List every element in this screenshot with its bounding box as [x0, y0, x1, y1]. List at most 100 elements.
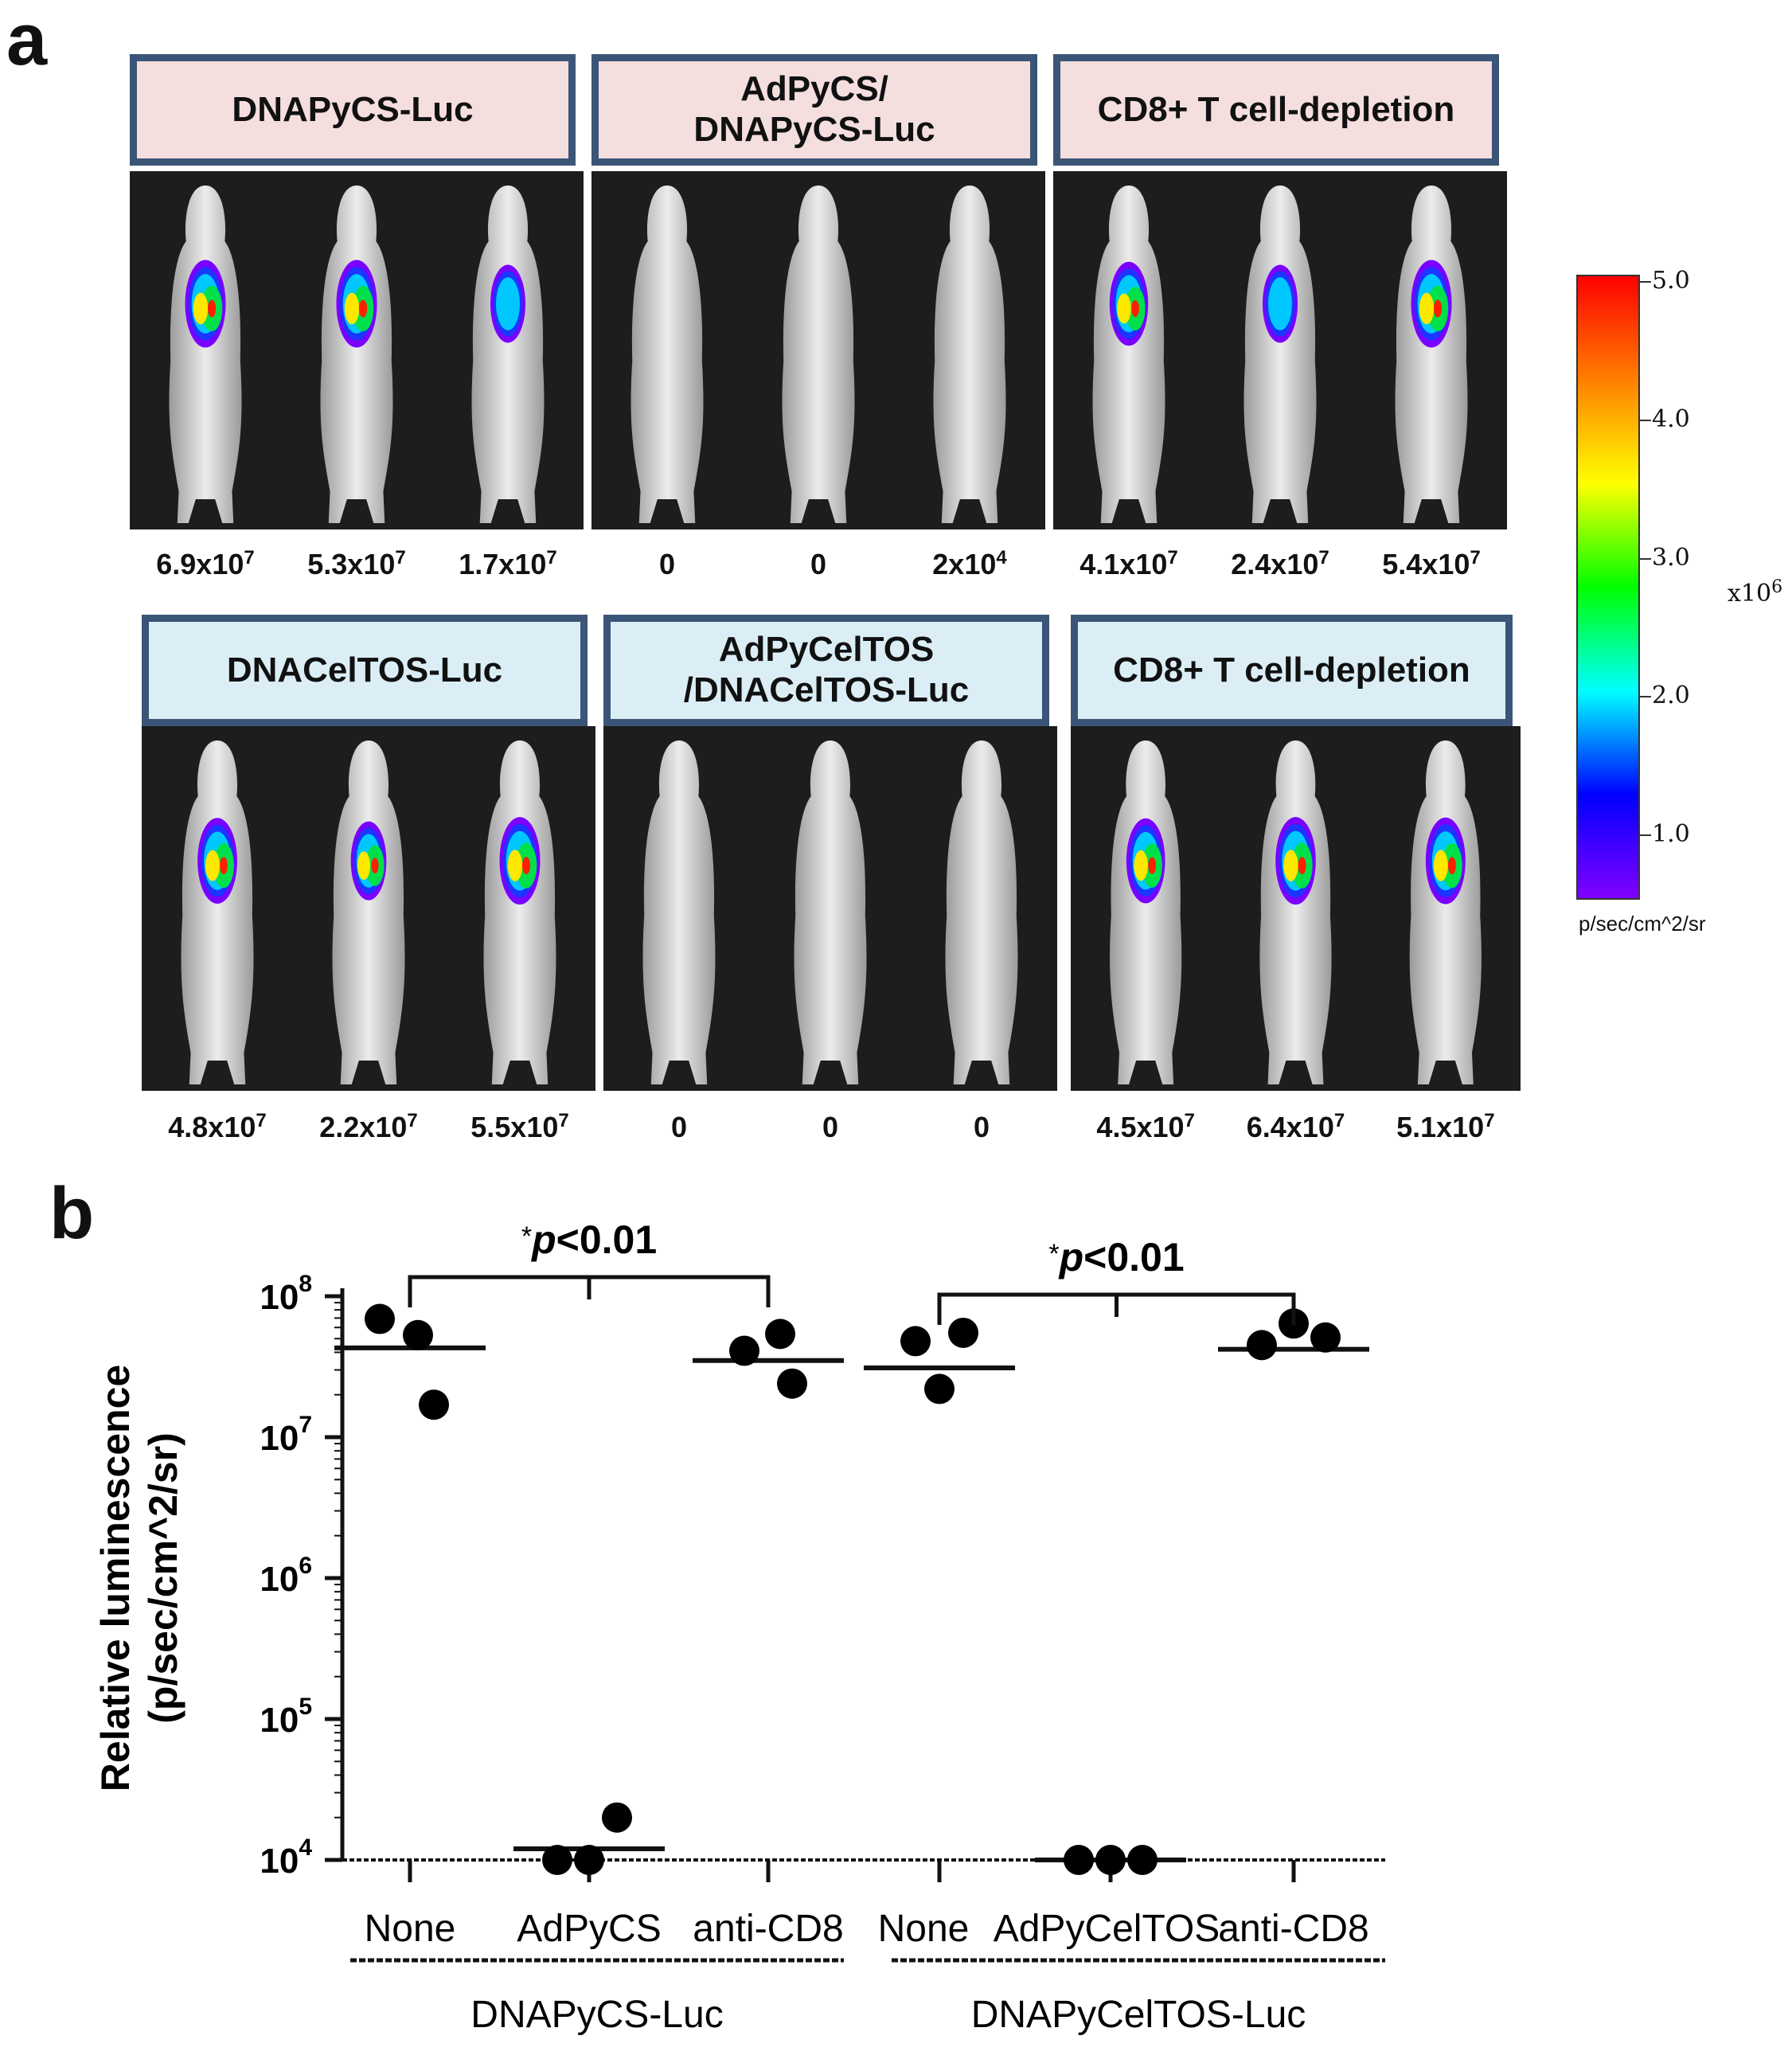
group-title-line: AdPyCelTOS [718, 630, 935, 670]
group-title-line: DNAPyCS-Luc [693, 110, 935, 149]
x-category-label: None [365, 1908, 456, 1950]
bioluminescence-signal [220, 857, 228, 874]
y-tick-label: 104 [260, 1834, 312, 1881]
y-tick-label: 105 [260, 1694, 312, 1740]
luminescence-value: 4.1x107 [1079, 547, 1178, 580]
mouse-body [471, 186, 545, 523]
group-title-box: CD8+ T cell-depletion [1071, 615, 1513, 726]
data-point [1310, 1322, 1341, 1353]
y-tick-label: 108 [260, 1271, 312, 1317]
mouse-body [642, 740, 716, 1084]
data-point [1064, 1845, 1094, 1875]
group-title-box: AdPyCS/DNAPyCS-Luc [591, 54, 1037, 166]
luminescence-value: 1.7x107 [459, 547, 557, 580]
mouse-image [642, 740, 716, 1084]
mouse-image [332, 740, 405, 1084]
luminescence-value: 5.3x107 [307, 547, 406, 580]
bioluminescence-signal [507, 850, 523, 881]
panel-a-letter: a [6, 0, 48, 80]
group-title-line: CD8+ T cell-depletion [1113, 650, 1470, 690]
mouse-body [945, 740, 1018, 1084]
x-category-label: anti-CD8 [1218, 1908, 1368, 1950]
mouse-body [1409, 740, 1482, 1084]
mouse-image [1259, 740, 1332, 1084]
bioluminescence-image-panel [1071, 726, 1521, 1091]
mouse-body [1110, 740, 1182, 1084]
group-title-box: DNACelTOS-Luc [142, 615, 588, 726]
bioluminescence-signal [1433, 850, 1448, 881]
mouse-body [782, 186, 855, 523]
bioluminescence-signal [1433, 299, 1443, 318]
x-category-label: AdPyCS [517, 1908, 661, 1950]
data-point [365, 1303, 395, 1334]
colorbar-tick-mark [1638, 557, 1651, 560]
colorbar [1576, 275, 1640, 900]
colorbar-tick-mark [1638, 419, 1651, 421]
bioluminescence-signal [1134, 850, 1148, 881]
group-title-box: AdPyCelTOS/DNACelTOS-Luc [603, 615, 1049, 726]
mouse-image [794, 740, 867, 1084]
significance-label: *p<0.01 [521, 1217, 657, 1262]
colorbar-tick-label: 2.0 [1652, 682, 1690, 710]
mouse-image [1395, 186, 1468, 523]
colorbar-tick-label: 3.0 [1652, 543, 1690, 572]
y-axis-label: (p/sec/cm^2/sr) [141, 1432, 185, 1723]
luminescence-value: 2.4x107 [1231, 547, 1329, 580]
mouse-body [181, 740, 254, 1084]
bioluminescence-signal [1419, 292, 1435, 325]
mouse-image [471, 186, 545, 523]
luminescence-value: 0 [670, 1111, 688, 1143]
bioluminescence-signal [1447, 857, 1456, 875]
mouse-body [483, 740, 556, 1084]
colorbar-gradient [1578, 276, 1638, 898]
colorbar-tick-label: 4.0 [1652, 404, 1690, 433]
mouse-body [794, 740, 867, 1084]
bioluminescence-signal [496, 277, 520, 330]
group-title-line: CD8+ T cell-depletion [1097, 89, 1455, 129]
bioluminescence-signal [357, 851, 371, 880]
data-point [924, 1373, 955, 1405]
luminescence-value: 5.4x107 [1382, 547, 1481, 580]
mouse-image [782, 186, 855, 523]
luminescence-value: 0 [810, 548, 827, 580]
mouse-image [320, 186, 393, 523]
colorbar-tick-label: 1.0 [1652, 820, 1690, 848]
mouse-image [1092, 186, 1165, 523]
bioluminescence-signal [1283, 850, 1298, 881]
bioluminescence-signal [1131, 299, 1139, 318]
x-category-label: anti-CD8 [693, 1908, 843, 1950]
luminescence-value: 6.4x107 [1246, 1110, 1345, 1143]
luminescence-value: 5.1x107 [1396, 1110, 1495, 1143]
group-title-line: AdPyCS/ [740, 69, 888, 109]
colorbar-tick-mark [1638, 834, 1651, 836]
y-axis-label: Relative luminescence [93, 1365, 138, 1791]
colorbar-multiplier: x106 [1728, 577, 1783, 608]
bioluminescence-signal [344, 292, 360, 325]
luminescence-value: 6.9x107 [156, 547, 255, 580]
x-category-label: AdPyCelTOS [994, 1908, 1220, 1950]
bioluminescence-image-panel [591, 171, 1045, 529]
mouse-image [169, 186, 242, 523]
bioluminescence-signal [193, 292, 209, 325]
bioluminescence-signal [205, 850, 220, 881]
mouse-body [332, 740, 405, 1084]
mouse-body [933, 186, 1006, 523]
data-point [765, 1319, 795, 1350]
data-point [948, 1317, 978, 1348]
group-title-line: /DNACelTOS-Luc [683, 670, 970, 709]
mouse-body [320, 186, 393, 523]
luminescence-value: 5.5x107 [470, 1110, 569, 1143]
scatter-chart: 108 107 106 105 104 Relative luminescence (p/s… [93, 1217, 1385, 2036]
mouse-body [1092, 186, 1165, 523]
luminescence-value: 2.2x107 [319, 1110, 418, 1143]
bioluminescence-signal [358, 299, 368, 318]
group-label: DNAPyCelTOS-Luc [971, 1994, 1306, 2036]
bioluminescence-signal [1298, 857, 1306, 875]
mouse-body [1259, 740, 1332, 1084]
bioluminescence-image-panel [130, 171, 584, 529]
mouse-body [1243, 186, 1317, 523]
colorbar-tick-mark [1638, 281, 1651, 283]
group-title-box: CD8+ T cell-depletion [1053, 54, 1499, 166]
y-tick-label: 107 [260, 1412, 312, 1458]
data-point [900, 1326, 931, 1357]
